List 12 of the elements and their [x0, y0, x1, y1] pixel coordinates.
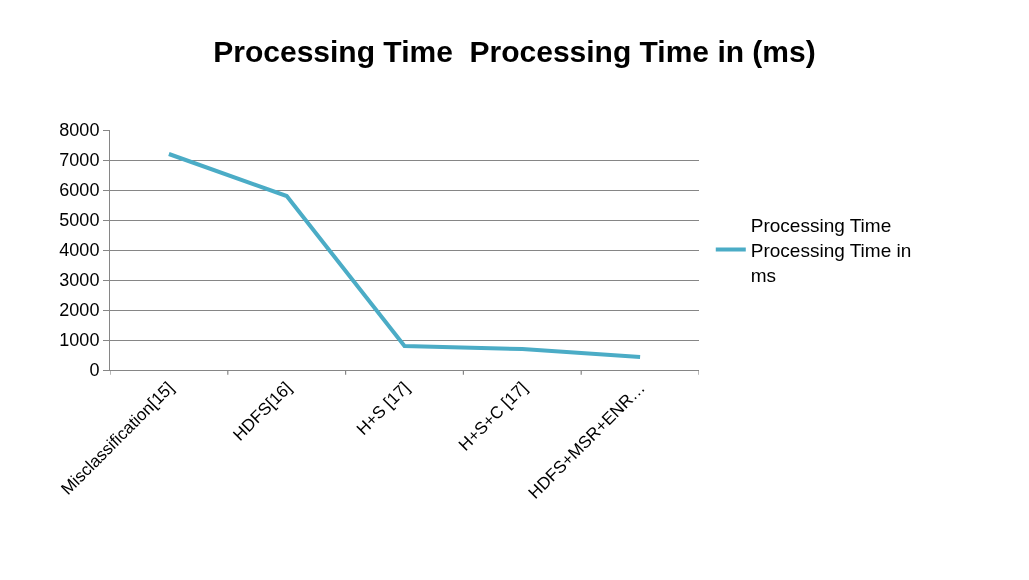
y-tick-label: 0	[89, 360, 100, 381]
line-series	[166, 152, 643, 360]
chart-title: Processing Time Processing Time in (ms)	[213, 34, 816, 68]
y-tick-label: 8000	[59, 120, 100, 141]
legend-label: Processing Time Processing Time in ms	[750, 215, 912, 286]
y-tick-label: 1000	[59, 330, 100, 351]
y-tick-label: 5000	[59, 210, 100, 231]
y-tick-label: 7000	[59, 150, 100, 171]
y-tick-label: 6000	[59, 180, 100, 201]
y-tick-label: 4000	[59, 240, 100, 261]
y-tick-label: 3000	[59, 270, 100, 291]
y-tick-label: 2000	[59, 300, 100, 321]
